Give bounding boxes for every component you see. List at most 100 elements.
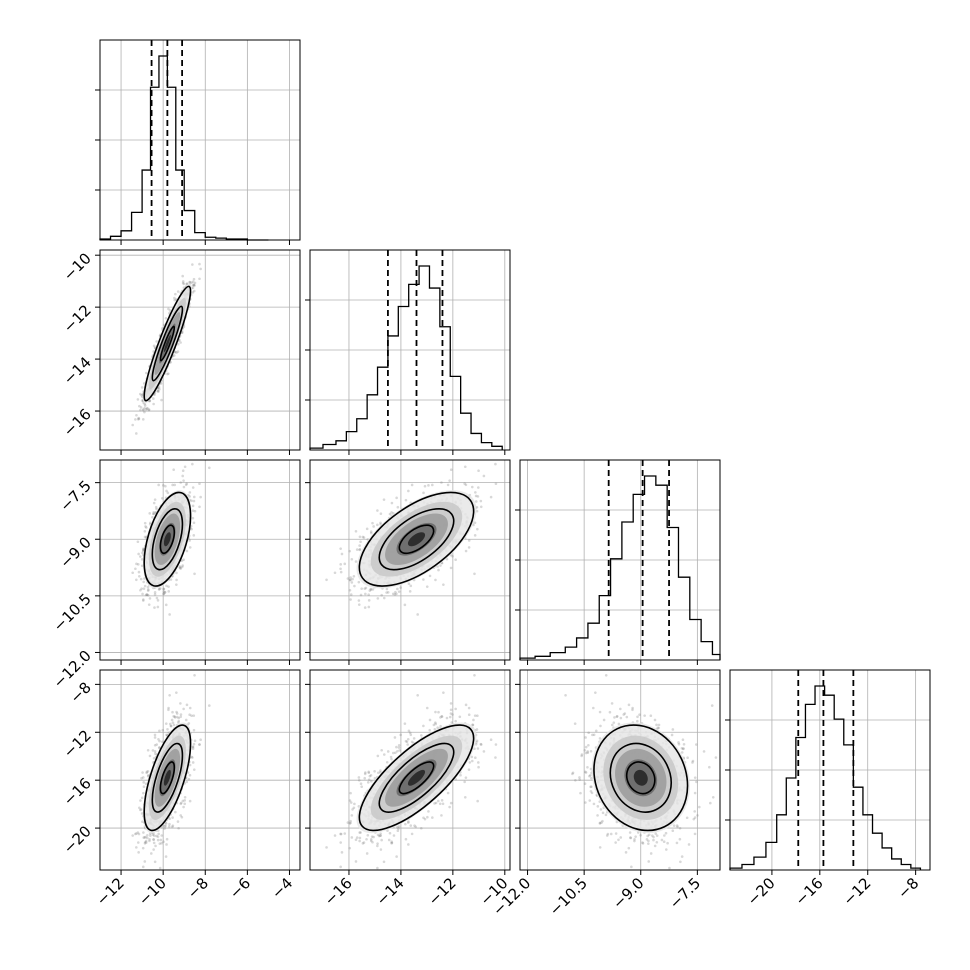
scatter-point	[199, 495, 202, 499]
scatter-point	[136, 841, 140, 844]
panel-frame	[99, 459, 301, 661]
scatter-point	[185, 282, 188, 286]
scatter-point	[391, 592, 395, 596]
scatter-point	[143, 410, 146, 414]
scatter-point	[168, 817, 171, 820]
y-tick-label: −10	[60, 249, 95, 284]
scatter-point	[173, 296, 176, 300]
scatter-point	[163, 591, 167, 594]
scatter-point	[168, 694, 171, 697]
scatter-point	[156, 389, 160, 393]
scatter-point	[146, 585, 150, 589]
scatter-point	[172, 714, 175, 718]
scatter-point	[141, 395, 144, 399]
scatter-point	[350, 557, 354, 561]
scatter-point	[142, 408, 145, 411]
scatter-point	[164, 822, 168, 825]
scatter-point	[155, 340, 158, 343]
scatter-point	[395, 592, 398, 596]
scatter-point	[349, 593, 353, 596]
scatter-point	[340, 552, 344, 556]
scatter-point	[187, 722, 191, 725]
scatter-point	[152, 841, 156, 845]
scatter-point	[171, 721, 175, 724]
scatter-point	[144, 835, 147, 839]
scatter-point	[379, 512, 383, 516]
scatter-point	[174, 292, 177, 296]
scatter-point	[179, 801, 183, 805]
scatter-point	[164, 855, 168, 858]
scatter-point	[188, 713, 191, 717]
scatter-point	[403, 603, 407, 607]
scatter-point	[355, 548, 359, 551]
scatter-point	[154, 505, 158, 509]
scatter-point	[153, 860, 157, 864]
scatter-point	[191, 263, 194, 266]
scatter-point	[153, 591, 157, 594]
scatter-point	[144, 593, 148, 597]
scatter-point	[142, 587, 146, 590]
scatter-point	[164, 722, 168, 725]
scatter-point	[346, 577, 350, 580]
scatter-point	[168, 613, 171, 616]
scatter-point	[155, 507, 158, 511]
y-tick-label: −16	[60, 405, 95, 440]
scatter-point	[157, 385, 161, 389]
scatter-point	[168, 722, 172, 726]
scatter-point	[140, 386, 144, 389]
scatter-point	[157, 390, 160, 393]
scatter-point	[152, 510, 155, 514]
scatter-point	[364, 592, 367, 596]
scatter-point	[152, 512, 155, 516]
scatter-point	[477, 469, 480, 472]
scatter-point	[182, 479, 185, 482]
scatter-point	[422, 578, 425, 581]
scatter-point	[348, 588, 352, 592]
scatter-point	[138, 808, 142, 812]
histogram-panel-0	[95, 39, 301, 245]
scatter-point	[135, 578, 138, 582]
scatter-point	[142, 382, 146, 385]
scatter-point	[188, 763, 192, 767]
scatter-point	[172, 723, 176, 727]
scatter-point	[145, 770, 149, 774]
scatter-point	[136, 540, 140, 544]
scatter-point	[362, 536, 366, 539]
scatter-point	[207, 704, 211, 707]
scatter-point	[164, 316, 168, 320]
scatter-point	[155, 834, 158, 838]
scatter-point	[139, 588, 142, 592]
scatter-point	[164, 484, 167, 488]
scatter-point	[151, 749, 155, 752]
scatter-point	[448, 479, 451, 482]
scatter-point	[188, 491, 192, 494]
scatter-point	[143, 842, 147, 845]
scatter-point	[141, 549, 145, 553]
scatter-point	[474, 494, 478, 498]
scatter-point	[182, 282, 186, 286]
scatter-point	[162, 484, 165, 487]
scatter-point	[158, 587, 161, 591]
scatter-point	[155, 743, 159, 746]
scatter-point	[162, 587, 166, 591]
scatter-point	[141, 599, 145, 602]
scatter-point	[163, 590, 167, 594]
scatter-point	[143, 535, 147, 539]
scatter-point	[422, 491, 425, 495]
scatter-point	[393, 593, 397, 596]
scatter-point	[146, 406, 149, 410]
scatter-point	[160, 398, 163, 402]
scatter-point	[190, 499, 193, 503]
scatter-point	[449, 566, 453, 570]
scatter-point	[199, 738, 202, 741]
scatter-point	[439, 564, 442, 567]
scatter-point	[143, 521, 147, 525]
x-tick-label: −20	[744, 874, 779, 909]
scatter-point	[138, 404, 141, 408]
scatter-point	[473, 572, 476, 576]
scatter-point	[192, 283, 196, 287]
scatter-point	[171, 825, 174, 829]
scatter-point	[131, 571, 134, 575]
scatter-point	[180, 331, 184, 334]
scatter-point	[153, 393, 156, 397]
